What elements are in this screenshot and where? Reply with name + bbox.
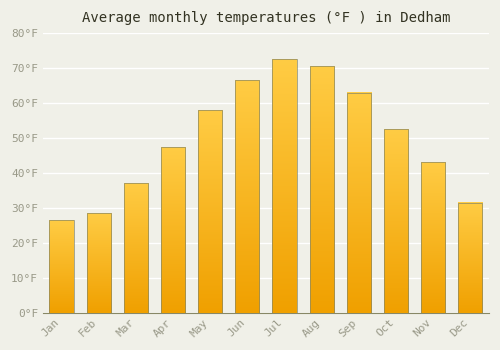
Bar (236, 80, 260, 313)
Bar (161, 147, 185, 313)
Bar (124, 183, 148, 313)
Bar (421, 162, 445, 313)
Title: Average monthly temperatures (°F ) in Dedham: Average monthly temperatures (°F ) in De… (82, 11, 450, 25)
Bar (347, 93, 371, 313)
Bar (384, 129, 408, 313)
Bar (310, 66, 334, 313)
Bar (198, 110, 222, 313)
Bar (458, 203, 482, 313)
Bar (50, 220, 74, 313)
Bar (86, 213, 111, 313)
Bar (272, 60, 296, 313)
